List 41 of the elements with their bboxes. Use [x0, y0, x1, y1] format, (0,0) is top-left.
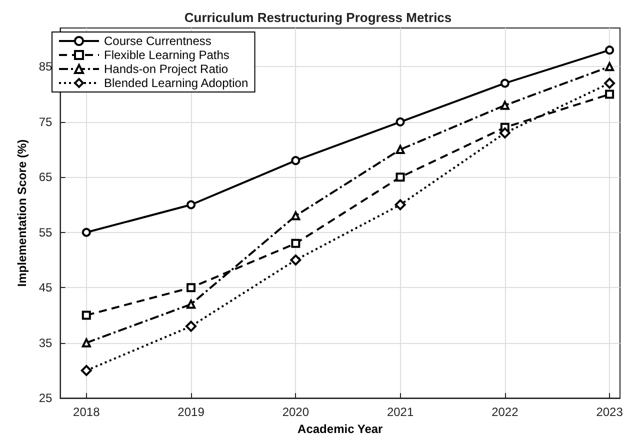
legend-label: Course Currentness: [104, 34, 212, 48]
legend-label: Blended Learning Adoption: [104, 76, 248, 90]
y-tick-label: 65: [38, 170, 53, 184]
x-tick-label: 2022: [492, 405, 519, 420]
point: [82, 228, 91, 237]
point: [186, 320, 197, 332]
point: [80, 364, 92, 376]
point: [82, 338, 91, 348]
y-tick-label: 35: [38, 336, 53, 350]
point: [500, 78, 510, 88]
point: [394, 199, 406, 210]
y-tick-label: 45: [38, 280, 53, 295]
point: [186, 200, 196, 210]
chart-title: Curriculum Restructuring Progress Metrics: [184, 10, 452, 25]
y-tick-label: 85: [38, 60, 53, 74]
y-tick-label: 75: [38, 114, 53, 129]
point: [396, 117, 405, 126]
point: [500, 100, 510, 110]
point: [499, 127, 510, 138]
point: [396, 172, 405, 182]
point: [290, 254, 302, 266]
point: [604, 78, 616, 89]
point: [291, 211, 300, 220]
point: [186, 300, 196, 309]
point: [291, 238, 300, 248]
y-tick-label: 25: [38, 391, 53, 406]
point: [291, 156, 300, 166]
x-tick-label: 2020: [282, 405, 310, 420]
legend-label: Flexible Learning Paths: [104, 48, 230, 62]
x-tick-label: 2023: [596, 405, 624, 420]
x-tick-label: 2021: [386, 405, 414, 420]
legend-label: Hands-on Project Ratio: [104, 62, 228, 76]
point: [605, 46, 614, 55]
y-axis-title: Implementation Score (%): [15, 139, 29, 287]
point: [605, 90, 614, 99]
point: [82, 310, 91, 320]
point: [186, 283, 196, 292]
y-tick-label: 55: [38, 225, 53, 240]
x-axis-title: Academic Year: [298, 422, 384, 436]
x-tick-label: 2019: [178, 405, 205, 420]
x-tick-label: 2018: [73, 405, 100, 420]
